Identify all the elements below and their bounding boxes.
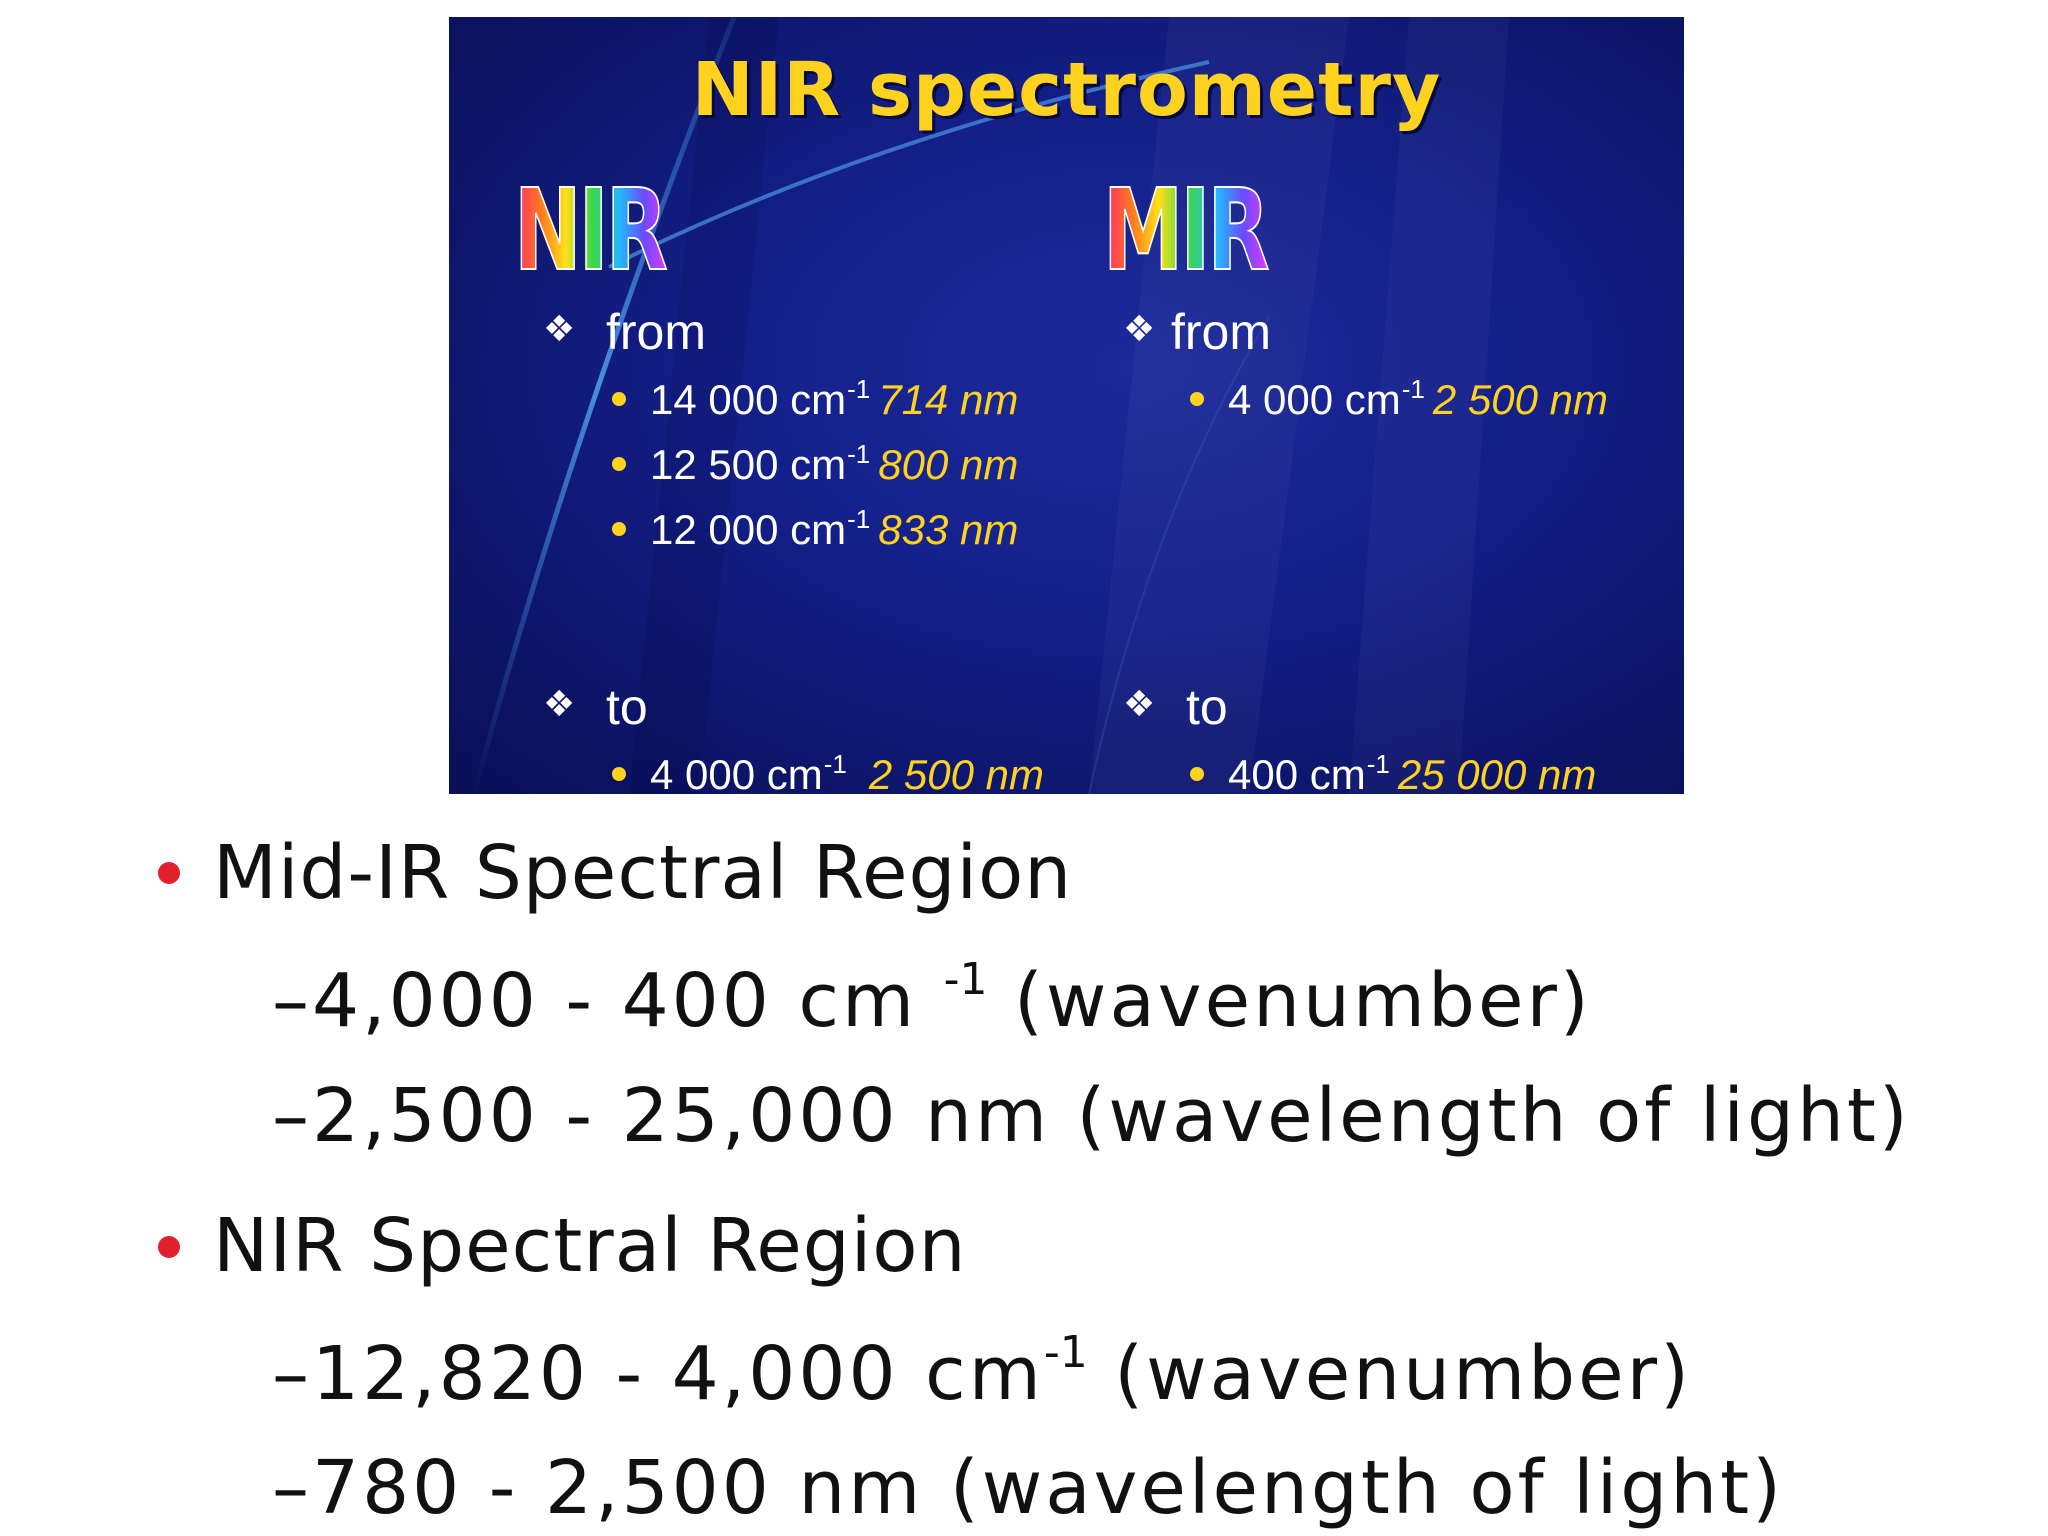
mir-to-item: 400 cm-1 25 000 nm: [1190, 751, 1596, 794]
bullet-heading-mid-ir: Mid-IR Spectral Region: [213, 830, 1073, 916]
wavelength: 25 000 nm: [1397, 751, 1597, 795]
dot-bullet-icon: [1190, 766, 1204, 781]
wavelength: 800 nm: [878, 441, 1019, 488]
diamond-bullet-icon: ❖: [543, 309, 576, 350]
nir-from-label: from: [606, 304, 706, 360]
wavenumber: 400 cm: [1228, 751, 1366, 795]
dot-bullet-icon: [612, 456, 626, 471]
dot-bullet-icon: [612, 521, 626, 536]
wavenumber: 12 000 cm: [650, 506, 847, 553]
sub-line-text: (wavenumber): [987, 958, 1592, 1044]
nir-heading: NIR: [513, 166, 668, 296]
exponent: -1: [847, 439, 871, 469]
sub-line-text: –12,820 - 4,000 cm: [272, 1331, 1044, 1417]
exponent: -1: [847, 374, 871, 404]
red-bullet-icon: [158, 862, 180, 884]
exponent: -1: [823, 749, 847, 779]
diamond-bullet-icon: ❖: [543, 684, 576, 725]
wavelength: 714 nm: [878, 376, 1019, 423]
slide-image: NIR spectrometry NIR ❖ from 14 000 cm-1 7…: [449, 17, 1684, 794]
red-bullet-icon: [158, 1236, 180, 1258]
mir-heading: MIR: [1102, 166, 1270, 296]
mir-from-item: 4 000 cm-1 2 500 nm: [1190, 376, 1608, 421]
sub-line: –12,820 - 4,000 cm-1 (wavenumber): [272, 1331, 1692, 1412]
slide-title: NIR spectrometry: [691, 47, 1442, 133]
wavenumber: 4 000 cm: [1228, 376, 1401, 423]
slide-background-decoration: [471, 17, 1270, 794]
diamond-bullet-icon: ❖: [1123, 309, 1156, 350]
wavelength: 2 500 nm: [868, 751, 1045, 795]
sub-line-text: (wavenumber): [1087, 1331, 1692, 1417]
mir-to-label: to: [1186, 679, 1228, 735]
exponent: -1: [1043, 1327, 1088, 1378]
wavenumber: 12 500 cm: [650, 441, 847, 488]
exponent: -1: [1401, 374, 1425, 404]
wavelength: 833 nm: [878, 506, 1019, 553]
nir-from-item: 12 500 cm-1 800 nm: [612, 441, 1018, 486]
sub-line: –780 - 2,500 nm (wavelength of light): [272, 1451, 1784, 1525]
wavenumber: 4 000 cm: [650, 751, 823, 795]
exponent: -1: [943, 954, 988, 1005]
dot-bullet-icon: [612, 391, 626, 406]
sub-line-text: –780 - 2,500 nm (wavelength of light): [272, 1445, 1785, 1531]
nir-from-item: 12 000 cm-1 833 nm: [612, 506, 1018, 551]
sub-line-text: –2,500 - 25,000 nm (wavelength of light): [272, 1073, 1911, 1159]
mir-from-label: from: [1171, 304, 1271, 360]
sub-line: –4,000 - 400 cm -1 (wavenumber): [272, 958, 1592, 1039]
exponent: -1: [1366, 749, 1390, 779]
sub-line: –2,500 - 25,000 nm (wavelength of light): [272, 1079, 1911, 1153]
bullet-heading-nir: NIR Spectral Region: [213, 1203, 967, 1289]
dot-bullet-icon: [1190, 391, 1204, 406]
nir-to-item: 4 000 cm-1 2 500 nm: [612, 751, 1044, 794]
dot-bullet-icon: [612, 766, 626, 781]
exponent: -1: [847, 504, 871, 534]
wavelength: 2 500 nm: [1432, 376, 1609, 423]
wavenumber: 14 000 cm: [650, 376, 847, 423]
nir-from-item: 14 000 cm-1 714 nm: [612, 376, 1018, 421]
diamond-bullet-icon: ❖: [1123, 684, 1156, 725]
sub-line-text: –4,000 - 400 cm: [272, 958, 944, 1044]
nir-to-label: to: [606, 679, 648, 735]
